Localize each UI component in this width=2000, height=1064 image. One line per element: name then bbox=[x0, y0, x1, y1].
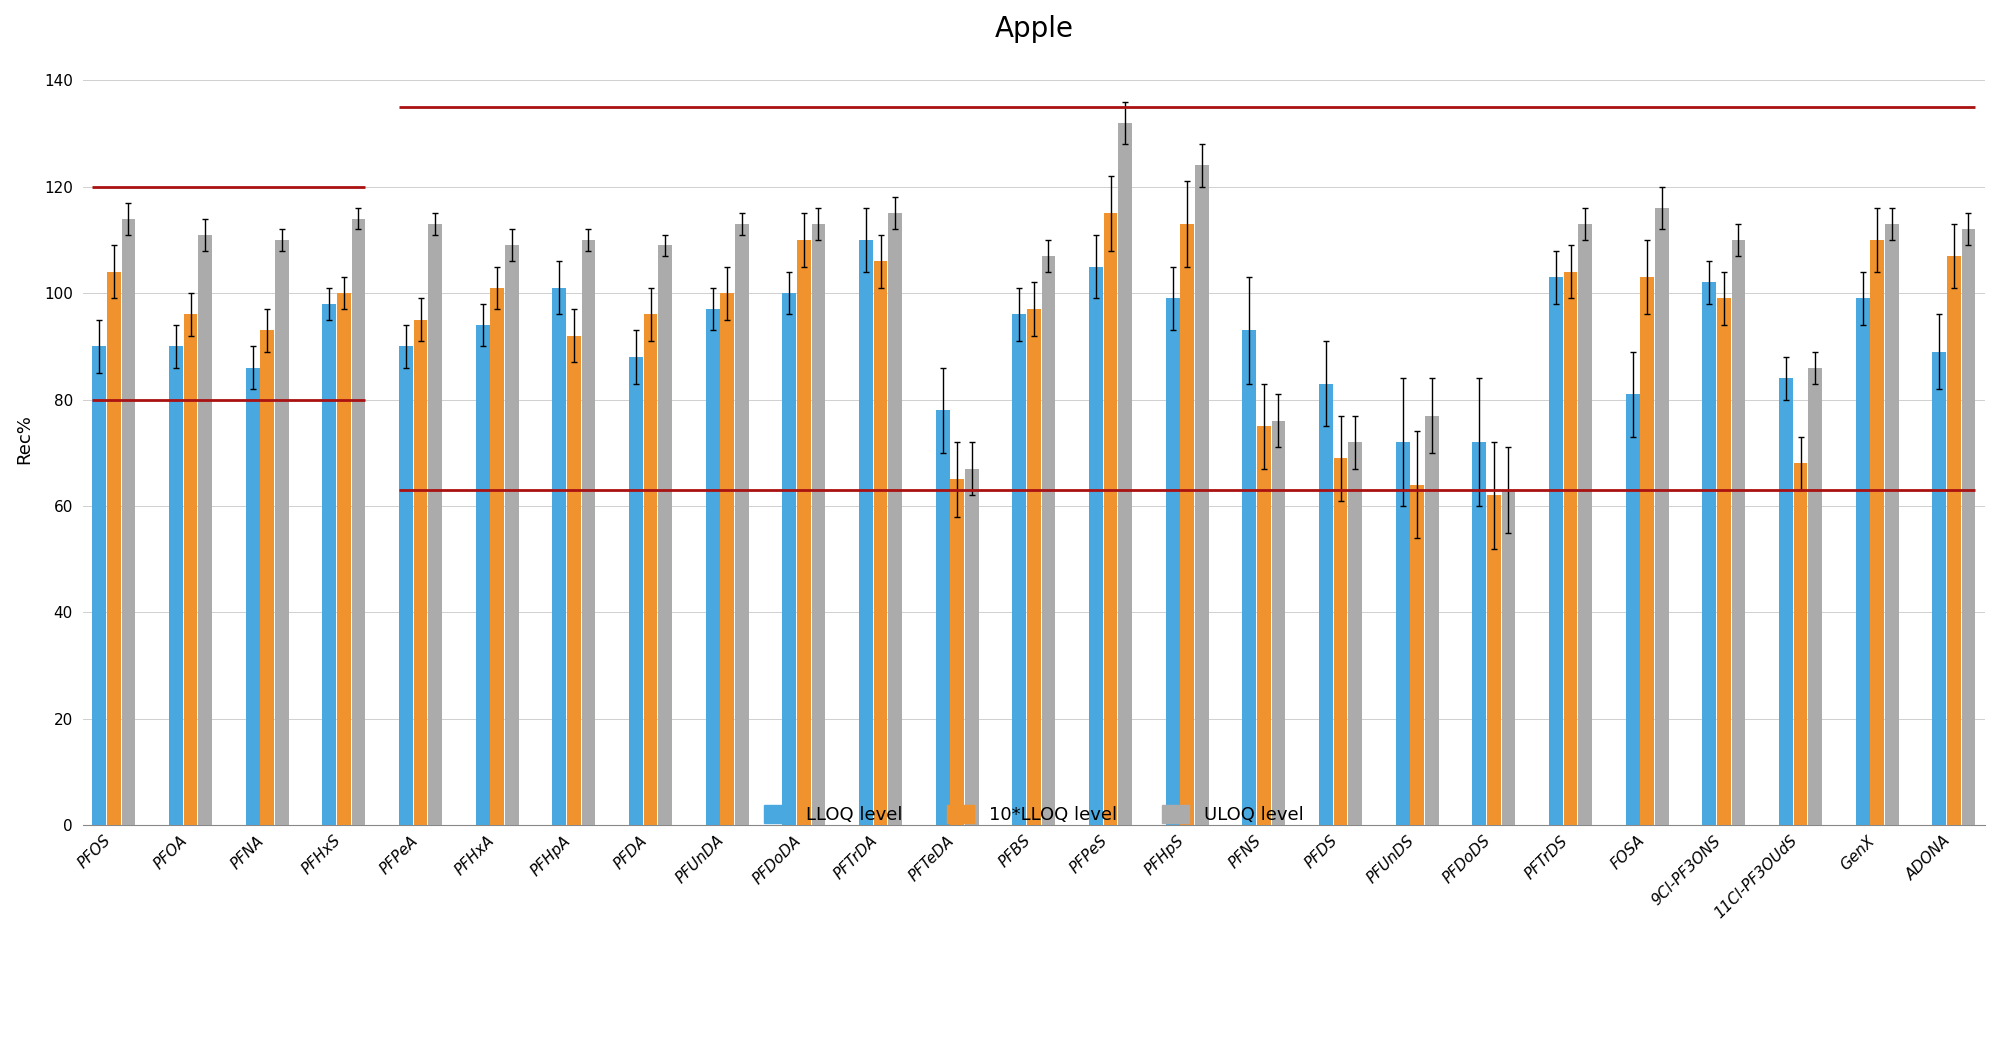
Bar bbox=[706, 310, 720, 826]
Bar bbox=[1396, 443, 1410, 826]
Bar bbox=[260, 331, 274, 826]
Bar bbox=[1042, 255, 1056, 826]
Bar bbox=[720, 294, 734, 826]
Bar bbox=[1410, 485, 1424, 826]
Bar bbox=[1578, 223, 1592, 826]
Bar bbox=[1932, 352, 1946, 826]
Bar bbox=[658, 245, 672, 826]
Bar bbox=[566, 336, 580, 826]
Bar bbox=[400, 347, 412, 826]
Bar bbox=[1946, 255, 1960, 826]
Bar bbox=[1272, 421, 1286, 826]
Bar bbox=[1242, 331, 1256, 826]
Bar bbox=[1118, 122, 1132, 826]
Bar bbox=[490, 288, 504, 826]
Bar bbox=[1962, 229, 1976, 826]
Bar bbox=[1026, 310, 1040, 826]
Bar bbox=[1654, 207, 1668, 826]
Bar bbox=[888, 213, 902, 826]
Bar bbox=[964, 469, 978, 826]
Title: Apple: Apple bbox=[994, 15, 1074, 43]
Bar bbox=[1502, 491, 1516, 826]
Bar bbox=[1012, 315, 1026, 826]
Bar bbox=[1732, 239, 1746, 826]
Bar bbox=[274, 239, 288, 826]
Bar bbox=[1486, 496, 1500, 826]
Bar bbox=[1194, 165, 1208, 826]
Bar bbox=[322, 304, 336, 826]
Bar bbox=[122, 218, 136, 826]
Bar bbox=[1870, 239, 1884, 826]
Bar bbox=[1702, 283, 1716, 826]
Bar bbox=[1104, 213, 1118, 826]
Legend: LLOQ level, 10*LLOQ level, ULOQ level: LLOQ level, 10*LLOQ level, ULOQ level bbox=[764, 804, 1304, 824]
Bar bbox=[170, 347, 182, 826]
Bar bbox=[644, 315, 658, 826]
Bar bbox=[1856, 299, 1870, 826]
Bar bbox=[1166, 299, 1180, 826]
Bar bbox=[1472, 443, 1486, 826]
Bar bbox=[414, 320, 428, 826]
Bar bbox=[782, 294, 796, 826]
Bar bbox=[860, 239, 872, 826]
Bar bbox=[106, 271, 120, 826]
Bar bbox=[950, 480, 964, 826]
Bar bbox=[936, 411, 950, 826]
Bar bbox=[428, 223, 442, 826]
Bar bbox=[1794, 464, 1808, 826]
Bar bbox=[1320, 384, 1332, 826]
Bar bbox=[198, 234, 212, 826]
Bar bbox=[1780, 379, 1792, 826]
Bar bbox=[1716, 299, 1730, 826]
Bar bbox=[1808, 368, 1822, 826]
Bar bbox=[552, 288, 566, 826]
Bar bbox=[630, 358, 642, 826]
Bar bbox=[734, 223, 748, 826]
Bar bbox=[1090, 266, 1102, 826]
Y-axis label: Rec%: Rec% bbox=[16, 415, 32, 464]
Bar bbox=[1884, 223, 1898, 826]
Bar bbox=[92, 347, 106, 826]
Bar bbox=[1550, 278, 1562, 826]
Bar bbox=[504, 245, 518, 826]
Bar bbox=[796, 239, 810, 826]
Bar bbox=[1180, 223, 1194, 826]
Bar bbox=[352, 218, 366, 826]
Bar bbox=[184, 315, 198, 826]
Bar bbox=[1424, 416, 1438, 826]
Bar bbox=[582, 239, 596, 826]
Bar bbox=[1564, 271, 1578, 826]
Bar bbox=[246, 368, 260, 826]
Bar bbox=[1334, 459, 1348, 826]
Bar bbox=[476, 326, 490, 826]
Bar bbox=[336, 294, 350, 826]
Bar bbox=[1256, 427, 1270, 826]
Bar bbox=[812, 223, 826, 826]
Bar bbox=[1640, 278, 1654, 826]
Bar bbox=[1626, 395, 1640, 826]
Bar bbox=[874, 261, 888, 826]
Bar bbox=[1348, 443, 1362, 826]
